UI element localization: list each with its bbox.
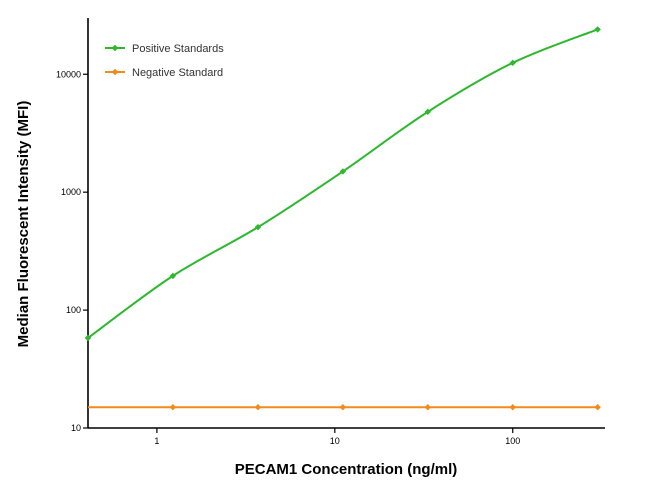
x-tick-label: 100 [505,436,520,446]
y-axis-title: Median Fluorescent Intensity (MFI) [15,101,32,348]
series-1 [84,26,601,342]
data-point [339,404,347,411]
data-point [254,404,262,411]
legend: Positive Standards Negative Standard [105,43,224,79]
legend-marker [111,68,119,76]
series-layer [84,26,601,411]
data-point [424,404,431,411]
x-tick-label: 10 [330,436,340,446]
series-2 [88,404,601,411]
axes [87,18,605,429]
legend-marker [111,44,119,52]
x-tick-label: 1 [154,436,159,446]
y-tick-label: 10 [71,423,81,433]
y-tick-label: 100 [66,305,81,315]
data-point [169,404,177,411]
data-point [169,272,177,280]
y-tick-label: 1000 [61,187,81,197]
data-point [594,404,601,411]
data-point [509,59,516,67]
x-axis-title: PECAM1 Concentration (ng/ml) [235,461,458,478]
data-point [594,26,601,33]
data-point [339,168,347,175]
y-tick-label: 10000 [56,69,81,79]
legend-label: Positive Standards [132,43,224,55]
legend-label: Negative Standard [132,67,223,79]
data-point [84,334,92,342]
data-point [254,223,262,231]
data-point [509,404,516,411]
ticks: 1 10 100 10 100 1000 10000 [56,69,520,446]
data-point [424,108,431,116]
